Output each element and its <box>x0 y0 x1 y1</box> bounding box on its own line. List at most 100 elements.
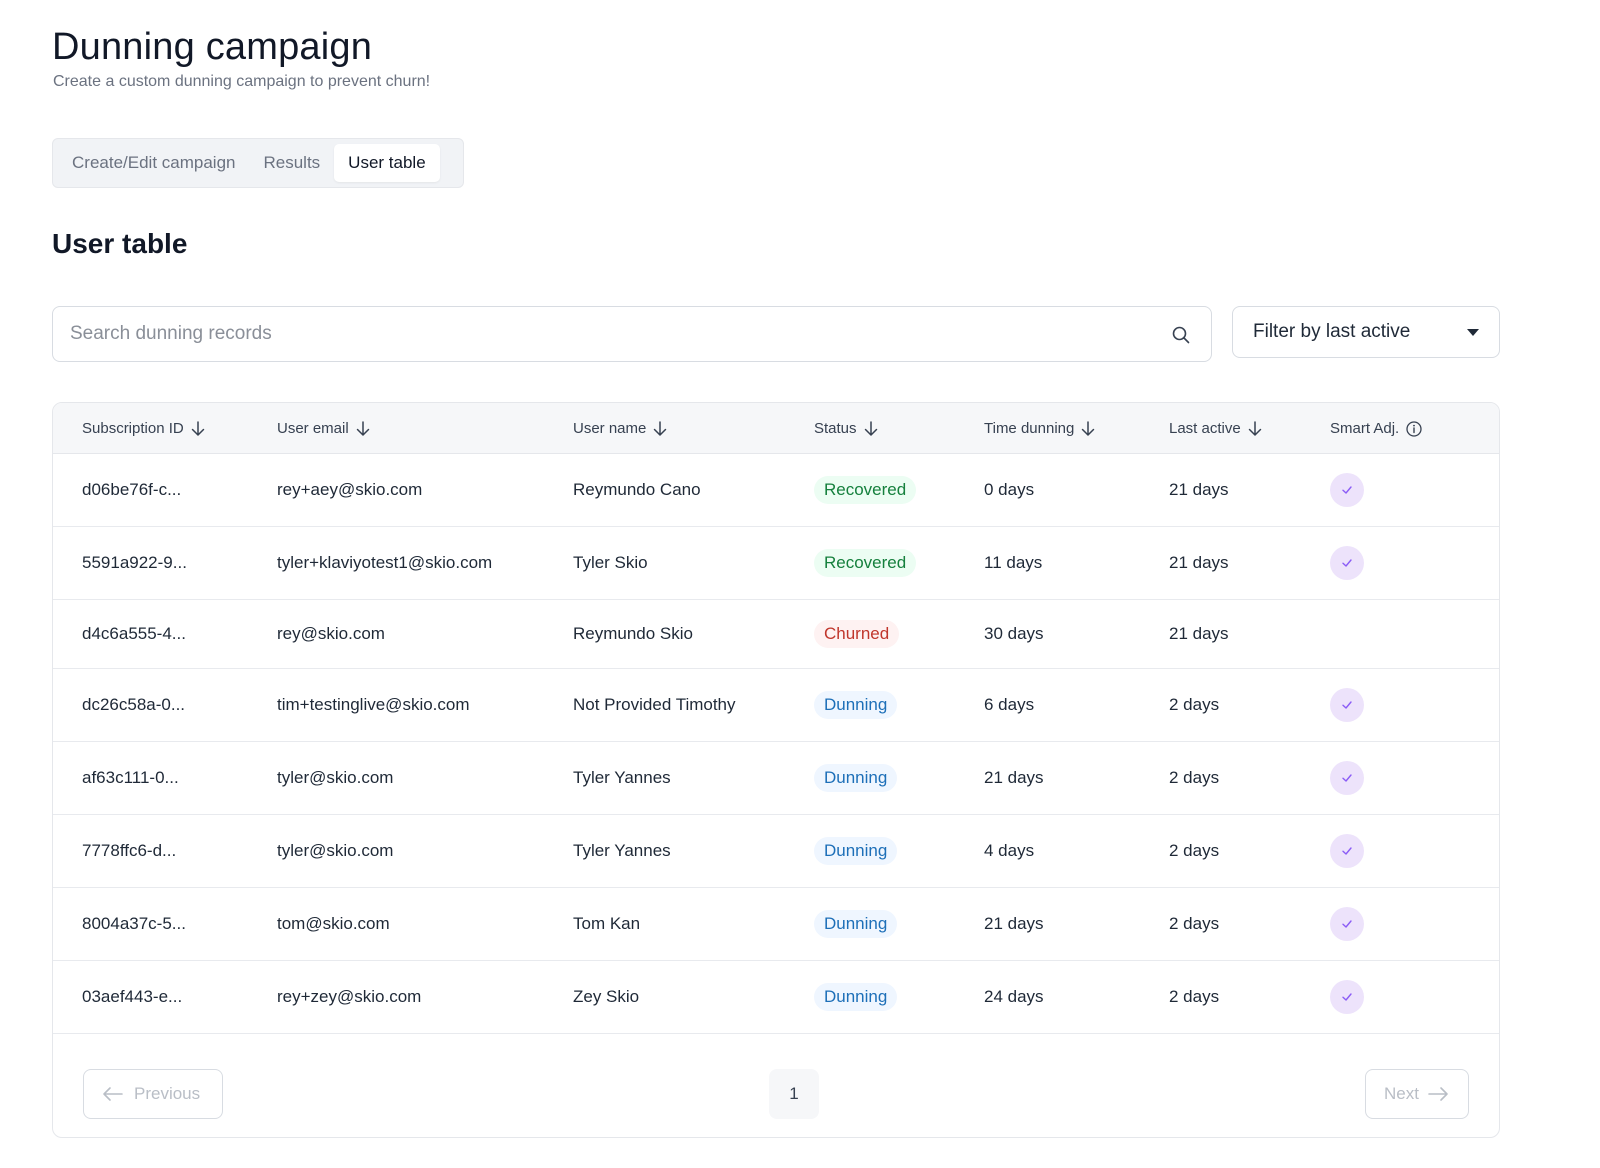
column-header-status[interactable]: Status <box>814 403 878 454</box>
table-row[interactable]: 8004a37c-5... tom@skio.com Tom Kan Dunning 2… <box>53 888 1499 961</box>
table-row[interactable]: 5591a922-9... tyler+klaviyotest1@skio.com… <box>53 527 1499 600</box>
smart-adj-cell <box>1330 454 1364 526</box>
status-badge: Dunning <box>814 837 898 865</box>
smart-adj-cell <box>1330 888 1364 960</box>
previous-label: Previous <box>134 1084 201 1103</box>
status-badge: Dunning <box>814 983 898 1011</box>
next-button[interactable]: Next <box>1365 1069 1469 1119</box>
status-badge: Recovered <box>814 476 917 504</box>
last-active-cell: 21 days <box>1169 624 1229 643</box>
column-header-user-name[interactable]: User name <box>573 403 667 454</box>
user-email-cell: tim+testinglive@skio.com <box>277 695 470 714</box>
last-active-cell: 21 days <box>1169 480 1229 499</box>
status-badge: Dunning <box>814 764 898 792</box>
search-input[interactable] <box>53 307 1211 361</box>
arrow-down-icon <box>191 420 204 436</box>
column-header-label: Smart Adj. <box>1330 420 1400 437</box>
status-cell: Recovered <box>814 527 917 599</box>
arrow-down-icon <box>1082 420 1095 436</box>
user-email-cell: rey+aey@skio.com <box>277 480 423 499</box>
table-row[interactable]: 7778ffc6-d... tyler@skio.com Tyler Yannes D… <box>53 815 1499 888</box>
subscription-id-cell: 03aef443-e... <box>82 987 183 1006</box>
time-dunning-cell: 21 days <box>984 914 1044 933</box>
check-icon <box>1330 834 1364 868</box>
user-table: Subscription ID User email User name Sta… <box>52 402 1500 1138</box>
status-cell: Dunning <box>814 669 898 741</box>
subscription-id-cell: 8004a37c-5... <box>82 914 186 933</box>
table-row[interactable]: dc26c58a-0... tim+testinglive@skio.com Not… <box>53 669 1499 742</box>
info-icon[interactable] <box>1406 420 1422 437</box>
page-subtitle: Create a custom dunning campaign to prev… <box>53 73 431 90</box>
column-header-label: Status <box>814 420 857 437</box>
arrow-left-icon <box>103 1087 123 1101</box>
status-cell: Recovered <box>814 454 917 526</box>
user-name-cell: Tyler Skio <box>573 553 648 572</box>
filter-label: Filter by last active <box>1253 321 1411 342</box>
page-number-button[interactable]: 1 <box>769 1069 819 1119</box>
status-badge: Dunning <box>814 691 898 719</box>
last-active-cell: 2 days <box>1169 914 1220 933</box>
check-icon <box>1330 688 1364 722</box>
tab-results[interactable]: Results <box>263 153 321 172</box>
smart-adj-cell <box>1330 527 1364 599</box>
check-icon <box>1330 473 1364 507</box>
arrow-right-icon <box>1428 1087 1448 1101</box>
check-icon <box>1330 980 1364 1014</box>
status-badge: Churned <box>814 620 900 648</box>
time-dunning-cell: 11 days <box>984 553 1043 572</box>
subscription-id-cell: dc26c58a-0... <box>82 695 186 714</box>
column-header-user-email[interactable]: User email <box>277 403 370 454</box>
time-dunning-cell: 0 days <box>984 480 1035 499</box>
caret-down-icon <box>1467 329 1479 336</box>
status-cell: Dunning <box>814 961 898 1033</box>
smart-adj-cell <box>1330 669 1364 741</box>
check-icon <box>1330 907 1364 941</box>
last-active-cell: 2 days <box>1169 841 1220 860</box>
smart-adj-cell <box>1330 961 1364 1033</box>
smart-adj-cell <box>1330 815 1364 887</box>
time-dunning-cell: 6 days <box>984 695 1035 714</box>
column-header-subscription-id[interactable]: Subscription ID <box>82 403 205 454</box>
filter-by-last-active-dropdown[interactable]: Filter by last active <box>1232 306 1500 358</box>
arrow-down-icon <box>864 420 877 436</box>
next-label: Next <box>1384 1084 1419 1103</box>
smart-adj-cell <box>1330 742 1364 814</box>
column-header-label: Last active <box>1169 420 1241 437</box>
user-email-cell: tyler@skio.com <box>277 841 394 860</box>
last-active-cell: 21 days <box>1169 553 1229 572</box>
arrow-down-icon <box>1248 420 1261 436</box>
column-header-time-dunning[interactable]: Time dunning <box>984 403 1095 454</box>
table-row[interactable]: d4c6a555-4... rey@skio.com Reymundo Skio Ch… <box>53 600 1499 669</box>
page-title: Dunning campaign <box>52 26 373 68</box>
table-row[interactable]: 03aef443-e... rey+zey@skio.com Zey Skio Dun… <box>53 961 1499 1034</box>
user-email-cell: tom@skio.com <box>277 914 390 933</box>
user-email-cell: rey+zey@skio.com <box>277 987 422 1006</box>
user-email-cell: tyler+klaviyotest1@skio.com <box>277 553 493 572</box>
column-header-label: Time dunning <box>984 420 1075 437</box>
time-dunning-cell: 24 days <box>984 987 1044 1006</box>
last-active-cell: 2 days <box>1169 695 1220 714</box>
search-box <box>52 306 1212 362</box>
previous-button[interactable]: Previous <box>83 1069 223 1119</box>
column-header-label: User email <box>277 420 349 437</box>
column-header-label: Subscription ID <box>82 420 184 437</box>
tab-bar: Create/Edit campaign Results User table <box>52 138 464 188</box>
tab-create-edit-campaign[interactable]: Create/Edit campaign <box>72 153 236 172</box>
arrow-down-icon <box>356 420 369 436</box>
search-icon[interactable] <box>1171 325 1191 345</box>
subscription-id-cell: 7778ffc6-d... <box>82 841 177 860</box>
user-name-cell: Reymundo Cano <box>573 480 701 499</box>
time-dunning-cell: 4 days <box>984 841 1035 860</box>
user-name-cell: Tyler Yannes <box>573 768 671 787</box>
column-header-smart-adj: Smart Adj. <box>1330 403 1422 454</box>
table-row[interactable]: af63c111-0... tyler@skio.com Tyler Yannes D… <box>53 742 1499 815</box>
column-header-last-active[interactable]: Last active <box>1169 403 1262 454</box>
tab-user-table[interactable]: User table <box>334 144 440 182</box>
user-email-cell: rey@skio.com <box>277 624 385 643</box>
status-badge: Dunning <box>814 910 898 938</box>
pagination: Previous 1 Next <box>53 1053 1499 1137</box>
time-dunning-cell: 21 days <box>984 768 1044 787</box>
check-icon <box>1330 546 1364 580</box>
subscription-id-cell: af63c111-0... <box>82 768 179 787</box>
table-row[interactable]: d06be76f-c... rey+aey@skio.com Reymundo Ca… <box>53 454 1499 527</box>
